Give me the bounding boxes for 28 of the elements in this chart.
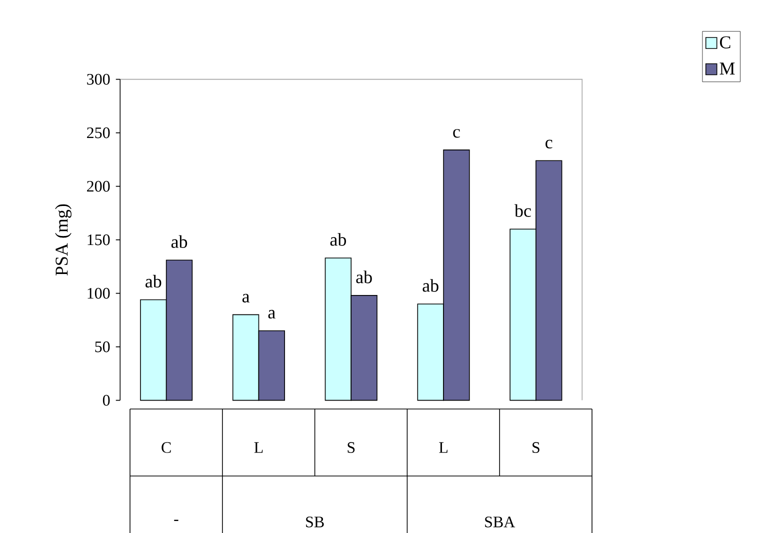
x-tick-label: S xyxy=(348,442,355,453)
data-label: ab xyxy=(146,274,162,288)
text: SBA xyxy=(485,516,516,528)
x-tick-label: C xyxy=(162,442,171,453)
x-tick-label: L xyxy=(254,442,263,453)
data-label: bc xyxy=(514,204,531,217)
y-tick-label: 200 xyxy=(87,180,110,192)
y-tick-label: 100 xyxy=(88,288,110,299)
x-tick-label: S xyxy=(532,442,540,453)
y-axis-title: PSA (mg) xyxy=(55,204,72,276)
y-tick-label: 300 xyxy=(87,74,110,85)
y-tick-label: 0 xyxy=(102,394,110,406)
data-label: a xyxy=(268,310,276,319)
data-label: ab xyxy=(356,270,372,284)
data-label: ab xyxy=(330,233,346,246)
legend-label: M xyxy=(720,62,735,74)
y-tick-label: 150 xyxy=(88,234,110,246)
data-label: a xyxy=(242,294,250,303)
text: SB xyxy=(306,516,324,528)
legend-label: C xyxy=(720,36,730,48)
y-tick-label: 50 xyxy=(95,341,110,352)
data-label: c xyxy=(453,129,460,138)
data-label: c xyxy=(546,140,552,148)
text: - xyxy=(174,520,178,521)
x-tick-label: L xyxy=(439,442,448,453)
data-label: ab xyxy=(171,235,188,248)
data-label: ab xyxy=(422,279,438,292)
y-tick-label: 250 xyxy=(87,127,110,138)
